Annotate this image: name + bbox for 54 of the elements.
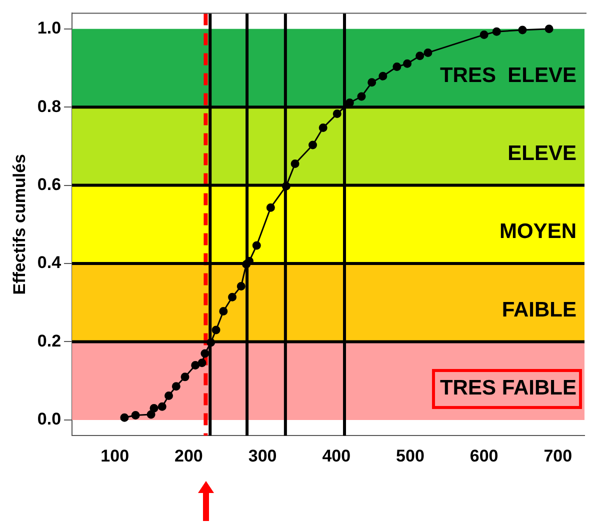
- x-tick-label: 300: [248, 446, 277, 466]
- point: [518, 26, 527, 34]
- point: [308, 140, 318, 150]
- point: [212, 326, 220, 334]
- point: [332, 109, 342, 118]
- point: [252, 241, 261, 250]
- point: [392, 62, 402, 72]
- point: [368, 78, 376, 87]
- point: [120, 413, 129, 422]
- band-label: ELEVE: [508, 142, 576, 165]
- point: [492, 27, 501, 36]
- y-tick-label: 0.0: [37, 410, 62, 429]
- point: [131, 411, 140, 420]
- point: [206, 338, 216, 347]
- x-tick-label: 500: [396, 446, 424, 466]
- point: [544, 24, 554, 34]
- band-label: TRES ELEVE: [440, 64, 576, 87]
- point: [164, 391, 174, 400]
- point: [228, 292, 237, 302]
- point: [282, 182, 290, 190]
- point: [219, 306, 228, 316]
- point: [180, 372, 190, 382]
- x-tick-label: 200: [174, 446, 203, 466]
- point: [200, 349, 210, 358]
- point: [318, 124, 328, 132]
- y-tick-label: 1.0: [37, 18, 62, 38]
- point: [416, 52, 424, 60]
- point: [378, 72, 388, 80]
- point: [245, 256, 254, 266]
- band-label: FAIBLE: [502, 298, 576, 322]
- x-tick-label: 700: [544, 446, 572, 466]
- y-tick-label: 0.6: [37, 174, 62, 194]
- point: [290, 160, 300, 168]
- band-label: TRES FAIBLE: [440, 376, 576, 400]
- point: [236, 282, 246, 290]
- point: [146, 410, 156, 419]
- point: [150, 404, 158, 412]
- point: [480, 30, 488, 39]
- point: [191, 360, 200, 370]
- point: [403, 59, 412, 68]
- point: [266, 203, 275, 212]
- x-tick-label: 600: [470, 446, 498, 466]
- point: [158, 402, 166, 411]
- y-tick-label: 0.2: [37, 331, 62, 350]
- point: [357, 92, 366, 101]
- band-label: MOYEN: [499, 220, 576, 244]
- y-tick-label: 0.4: [37, 253, 62, 272]
- y-axis-title: Effectifs cumulés: [10, 154, 29, 295]
- point: [424, 48, 432, 57]
- x-tick-label: 100: [100, 446, 130, 466]
- point: [172, 382, 180, 391]
- x-tick-label: 400: [322, 446, 351, 466]
- point: [198, 358, 206, 368]
- y-tick-label: 0.8: [37, 96, 62, 116]
